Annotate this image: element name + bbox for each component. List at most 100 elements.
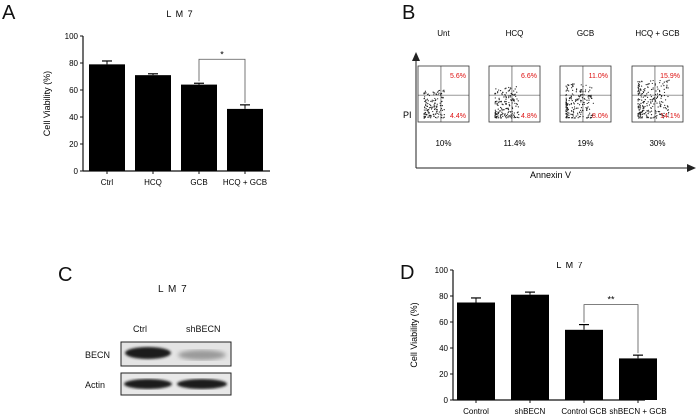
flow-event-dot (664, 99, 667, 101)
flow-event-dot (513, 99, 515, 101)
flow-event-dot (644, 113, 646, 115)
flow-event-dot (511, 106, 513, 108)
flow-event-dot (640, 93, 642, 95)
flow-event-dot (650, 110, 653, 112)
flow-event-dot (497, 115, 499, 117)
flow-event-dot (424, 92, 426, 94)
flow-event-dot (644, 105, 646, 108)
flow-event-dot (650, 102, 652, 104)
flow-cytometry-panel: PI Annexin V Unt 5.6% 4.4% 10% HCQ 6.6% 4.8% 11… (403, 29, 696, 180)
flow-event-dot (565, 107, 567, 109)
flow-event-dot (424, 116, 426, 118)
y-tick-label: 0 (444, 396, 449, 405)
flow-event-dot (511, 113, 513, 115)
flow-event-dot (587, 115, 589, 117)
flow-event-dot (654, 83, 656, 85)
flow-event-dot (645, 84, 647, 86)
flow-event-dot (589, 89, 591, 91)
flow-event-dot (423, 97, 425, 100)
flow-event-dot (433, 94, 435, 96)
flow-event-dot (565, 116, 567, 119)
flow-event-dot (574, 99, 577, 101)
y-tick-label: 80 (439, 292, 448, 301)
flow-event-dot (660, 95, 663, 97)
flow-event-dot (441, 96, 443, 99)
flow-event-dot (441, 109, 444, 111)
flow-event-dot (509, 105, 511, 107)
flow-event-dot (574, 117, 576, 119)
flow-event-dot (429, 115, 431, 117)
flow-event-dot (572, 83, 574, 85)
flow-event-dot (584, 98, 586, 100)
flow-event-dot (431, 101, 433, 103)
flow-event-dot (667, 113, 669, 115)
flow-event-dot (511, 111, 513, 113)
flow-event-dot (647, 101, 649, 103)
flow-event-dot (659, 91, 661, 93)
flow-event-dot (425, 109, 427, 111)
flow-event-dot (582, 116, 584, 118)
flow-event-dot (571, 87, 573, 89)
upper-right-percentage: 6.6% (521, 73, 537, 80)
flow-event-dot (440, 101, 443, 103)
flow-event-dot (582, 85, 584, 87)
flow-event-dot (641, 116, 643, 119)
flow-event-dot (499, 117, 502, 119)
flow-event-dot (642, 109, 644, 112)
flow-event-dot (504, 101, 506, 103)
flow-event-dot (505, 117, 507, 119)
flow-event-dot (500, 114, 502, 116)
flow-event-dot (565, 90, 567, 92)
flow-event-dot (590, 96, 592, 98)
flow-condition-label: GCB (577, 29, 594, 38)
flow-event-dot (437, 94, 439, 96)
flow-event-dot (652, 98, 654, 100)
flow-event-dot (666, 86, 668, 88)
flow-event-dot (435, 93, 437, 96)
x-tick-label: Control GCB (561, 407, 606, 416)
flow-event-dot (638, 85, 640, 87)
flow-event-dot (436, 109, 438, 111)
becn-band-ctrl (125, 347, 171, 359)
flow-event-dot (566, 104, 568, 106)
flow-event-dot (646, 110, 649, 112)
flow-event-dot (575, 89, 578, 91)
y-tick-label: 20 (439, 370, 448, 379)
flow-event-dot (502, 115, 504, 117)
y-tick-label: 100 (65, 32, 79, 41)
flow-event-dot (655, 111, 657, 113)
flow-event-dot (517, 100, 519, 102)
flow-event-dot (572, 94, 575, 96)
flow-event-dot (589, 112, 591, 114)
flow-event-dot (428, 94, 431, 97)
significance-bracket (583, 304, 639, 354)
flow-event-dot (656, 93, 659, 95)
flow-event-dot (583, 94, 585, 96)
x-tick-label: GCB (190, 178, 207, 187)
flow-event-dot (568, 114, 570, 116)
flow-event-dot (662, 83, 664, 85)
flow-event-dot (565, 100, 567, 102)
flow-event-dot (643, 89, 645, 91)
flow-event-dot (568, 116, 570, 119)
flow-event-dot (506, 113, 509, 115)
flow-event-dot (661, 114, 663, 116)
flow-event-dot (505, 103, 508, 105)
flow-event-dot (495, 101, 497, 103)
flow-event-dot (516, 116, 518, 118)
flow-event-dot (646, 102, 648, 105)
flow-event-dot (662, 101, 664, 103)
flow-event-dot (586, 108, 588, 110)
flow-event-dot (648, 83, 650, 85)
flow-event-dot (644, 95, 646, 97)
flow-event-dot (517, 111, 519, 113)
flow-event-dot (572, 113, 574, 115)
flow-event-dot (428, 116, 430, 118)
flow-event-dot (496, 113, 498, 115)
flow-event-dot (434, 97, 436, 100)
flow-event-dot (659, 113, 661, 115)
flow-event-dot (428, 107, 431, 109)
flow-event-dot (504, 116, 507, 118)
flow-event-dot (505, 92, 507, 94)
flow-event-dot (581, 97, 584, 99)
